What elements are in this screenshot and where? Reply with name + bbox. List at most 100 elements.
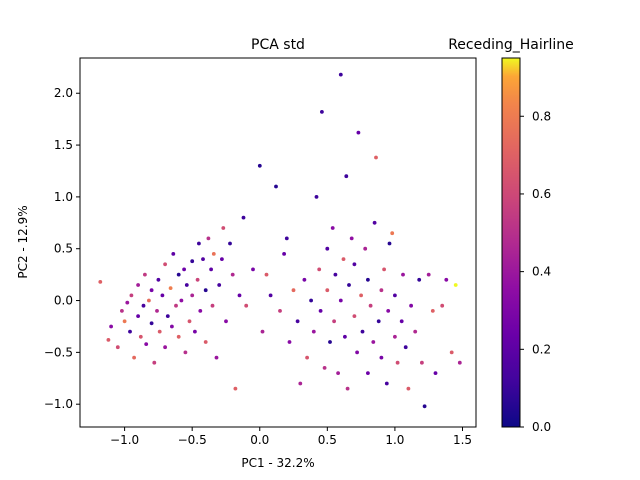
scatter-points (98, 72, 462, 409)
data-point (251, 267, 255, 272)
colorbar-tick-label: 0.8 (532, 109, 551, 123)
data-point (393, 334, 397, 339)
x-tick-label: 1.0 (385, 433, 404, 447)
data-point (143, 272, 147, 277)
data-point (179, 298, 184, 303)
data-point (209, 267, 214, 272)
data-point (201, 257, 205, 261)
data-point (360, 329, 365, 334)
data-point (190, 259, 195, 264)
data-point (284, 236, 289, 241)
data-point (352, 314, 357, 318)
data-point (98, 280, 103, 284)
data-point (182, 267, 187, 272)
data-point (163, 345, 168, 350)
data-point (109, 324, 113, 329)
data-point (115, 345, 120, 350)
y-axis-ticks: −1.0 −0.5 0.0 0.5 1.0 1.5 2.0 (44, 86, 80, 411)
data-point (132, 355, 137, 360)
data-point (155, 309, 159, 313)
data-point (322, 366, 327, 370)
data-point (359, 293, 363, 298)
data-point (198, 309, 203, 313)
data-point (336, 371, 340, 375)
data-point (409, 303, 413, 308)
y-tick-label: 1.0 (54, 190, 73, 204)
data-point (317, 267, 322, 272)
data-point (217, 283, 222, 287)
data-point (230, 272, 235, 277)
y-tick-label: 2.0 (54, 86, 73, 100)
data-point (257, 163, 262, 168)
data-point (128, 329, 132, 334)
y-axis-label: PC2 - 12.9% (16, 205, 30, 278)
data-point (302, 277, 307, 282)
data-point (136, 283, 141, 287)
y-tick-label: −1.0 (44, 397, 73, 411)
data-point (430, 309, 435, 313)
data-point (214, 355, 219, 360)
chart-title: PCA std (251, 37, 305, 53)
data-point (349, 236, 354, 241)
data-point (422, 404, 427, 409)
data-point (160, 293, 165, 298)
data-point (379, 288, 384, 293)
data-point (197, 241, 201, 246)
data-point (384, 381, 389, 386)
data-point (268, 293, 273, 298)
data-point (355, 350, 359, 355)
data-point (149, 321, 154, 326)
data-point (129, 293, 134, 298)
colorbar (501, 57, 521, 428)
data-point (157, 329, 162, 334)
data-point (244, 303, 249, 308)
data-point (228, 241, 232, 246)
data-point (183, 350, 188, 355)
data-point (237, 293, 242, 298)
data-point (138, 334, 143, 339)
data-point (170, 324, 174, 329)
data-point (176, 334, 181, 339)
data-point (152, 360, 157, 365)
x-tick-label: −0.5 (178, 433, 207, 447)
data-point (325, 246, 330, 251)
data-point (311, 329, 316, 334)
x-tick-label: 0.5 (318, 433, 337, 447)
data-point (341, 257, 346, 261)
data-point (372, 220, 377, 225)
data-point (165, 314, 170, 318)
data-point (320, 110, 324, 114)
data-point (298, 381, 303, 386)
data-point (417, 277, 422, 282)
data-point (399, 319, 404, 324)
data-point (195, 277, 200, 282)
data-point (314, 195, 319, 199)
data-point (457, 360, 462, 365)
y-tick-label: 1.5 (54, 138, 73, 152)
data-point (287, 340, 292, 344)
data-point (125, 300, 130, 305)
data-point (363, 246, 368, 251)
data-point (163, 262, 168, 267)
data-point (440, 303, 445, 308)
data-point (420, 360, 424, 365)
data-point (371, 340, 376, 344)
data-point (211, 252, 216, 256)
data-point (274, 184, 278, 189)
data-point (149, 288, 154, 293)
data-point (120, 309, 124, 313)
data-point (193, 329, 197, 334)
data-point (368, 303, 373, 308)
data-point (144, 342, 149, 346)
data-point (190, 293, 195, 298)
colorbar-ticks: 0.0 0.2 0.4 0.6 0.8 (520, 109, 551, 434)
data-point (390, 231, 395, 236)
data-point (291, 288, 296, 293)
y-tick-label: −0.5 (44, 345, 73, 359)
data-point (376, 319, 381, 324)
colorbar-title: Receding_Hairline (448, 37, 574, 53)
data-point (206, 236, 211, 241)
data-point (395, 360, 400, 365)
data-point (406, 386, 411, 391)
